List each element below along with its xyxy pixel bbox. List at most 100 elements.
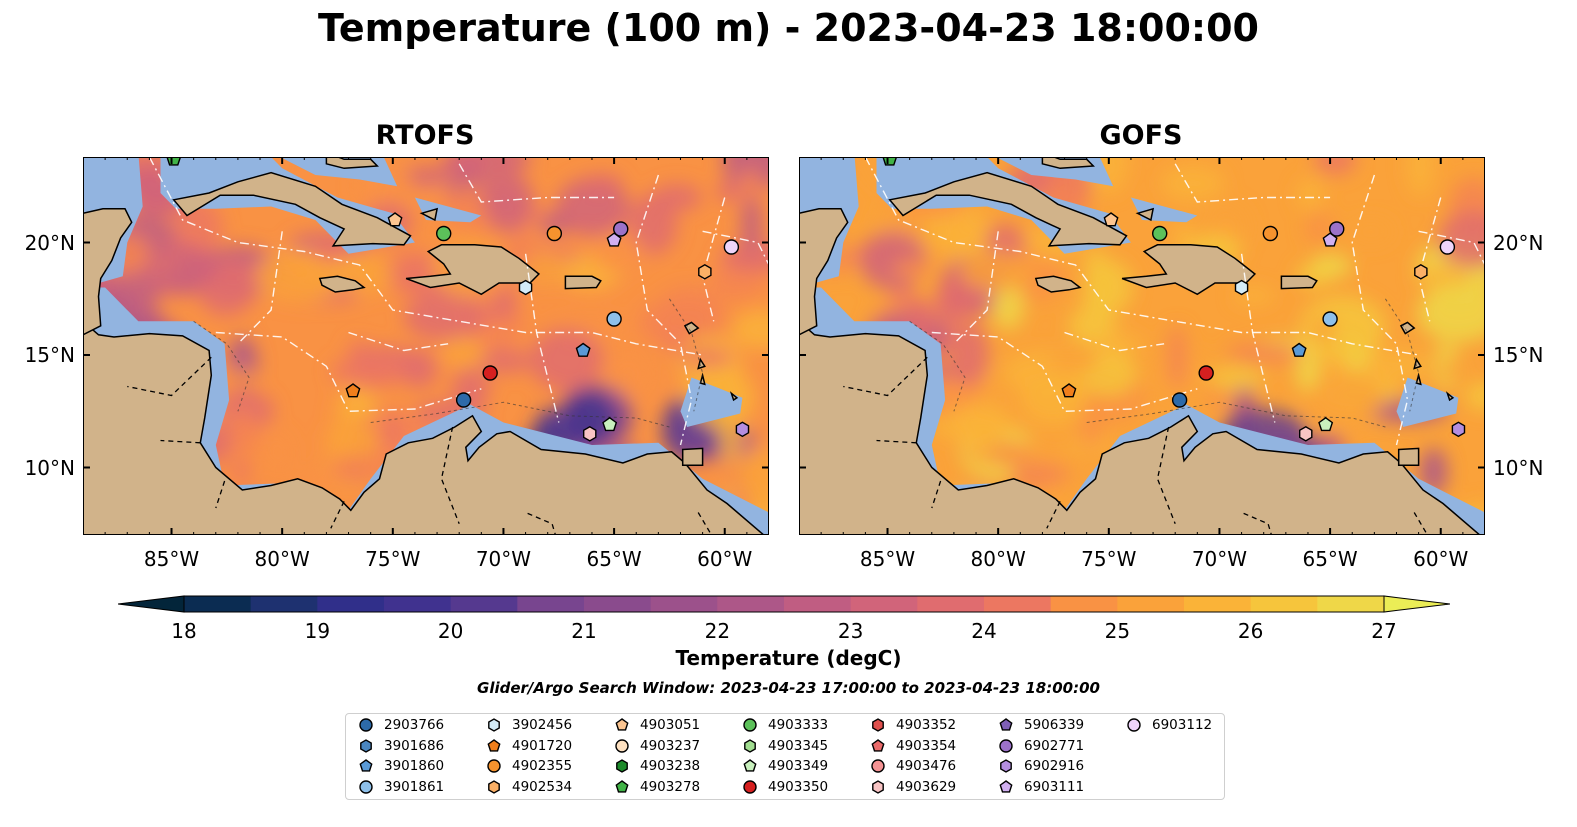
float-marker-4903350[interactable] — [1198, 365, 1214, 381]
legend-item-4903629: 4903629 — [870, 777, 956, 797]
colorbar-extend-high — [1383, 595, 1451, 613]
land-mass — [564, 275, 602, 290]
rtofs-map[interactable] — [83, 157, 769, 535]
country-border — [843, 356, 928, 397]
float-marker-4902534[interactable] — [1414, 263, 1428, 280]
legend-label: 4903238 — [640, 758, 701, 774]
legend-marker-icon[interactable] — [872, 779, 884, 794]
legend-marker-icon[interactable] — [359, 718, 373, 732]
float-marker-4902355[interactable] — [546, 225, 563, 242]
legend-item-4903352: 4903352 — [870, 715, 956, 735]
lon-tick-label: 75°W — [1081, 547, 1137, 571]
legend-label: 6903112 — [1152, 717, 1213, 733]
float-marker-4903333[interactable] — [436, 225, 452, 242]
legend-item-4903278: 4903278 — [614, 777, 700, 797]
float-marker-4901720[interactable] — [1061, 383, 1077, 398]
land-mass — [697, 357, 706, 370]
float-marker-4903349[interactable] — [1318, 416, 1334, 432]
float-marker-6903112[interactable] — [723, 239, 740, 255]
float-marker-3901861[interactable] — [1322, 311, 1338, 327]
legend-marker-icon[interactable] — [616, 759, 628, 773]
legend-marker-icon[interactable] — [359, 759, 373, 772]
lon-tick-label: 75°W — [365, 547, 421, 571]
legend-item-4903354: 4903354 — [870, 736, 956, 756]
legend-marker-icon[interactable] — [871, 738, 885, 752]
legend-item-4903345: 4903345 — [742, 736, 828, 756]
float-marker-6902771[interactable] — [613, 221, 629, 237]
float-marker-4903629[interactable] — [583, 425, 597, 442]
legend-marker-icon[interactable] — [999, 779, 1013, 793]
lon-tick-label: 70°W — [475, 547, 532, 571]
legend-marker-icon[interactable] — [999, 738, 1013, 753]
float-marker-4903278[interactable] — [882, 157, 898, 166]
float-marker-6902916[interactable] — [735, 421, 750, 438]
eez-boundary — [864, 157, 1419, 356]
legend-marker-icon[interactable] — [1127, 718, 1141, 732]
float-marker-4903629[interactable] — [1299, 425, 1313, 442]
legend-marker-icon[interactable] — [487, 738, 501, 752]
shelf-water — [1396, 377, 1459, 427]
legend-marker-icon[interactable] — [743, 718, 757, 732]
float-marker-4903350[interactable] — [482, 365, 498, 381]
float-marker-4902534[interactable] — [698, 263, 712, 280]
float-marker-3901860[interactable] — [1291, 342, 1307, 357]
float-marker-6903111[interactable] — [606, 232, 622, 247]
float-marker-4903278[interactable] — [166, 157, 182, 166]
lon-tick-label: 80°W — [970, 547, 1026, 571]
float-marker-3902456[interactable] — [1234, 279, 1249, 296]
legend-marker-icon[interactable] — [1000, 759, 1012, 773]
legend-marker-icon[interactable] — [999, 718, 1013, 731]
colorbar-bin — [584, 596, 652, 612]
float-marker-6902916[interactable] — [1451, 421, 1466, 438]
legend-marker-icon[interactable] — [744, 738, 756, 753]
colorbar-bin — [1050, 596, 1118, 612]
eez-boundary — [1240, 253, 1276, 423]
colorbar-outline — [183, 595, 1385, 613]
float-marker-3902456[interactable] — [518, 279, 533, 296]
legend-label: 4903476 — [896, 758, 957, 774]
float-marker-6903111[interactable] — [1322, 232, 1338, 247]
float-marker-3901860[interactable] — [575, 342, 591, 357]
land-mass — [1135, 207, 1155, 222]
eez-boundary — [953, 231, 999, 345]
float-marker-2903766[interactable] — [455, 392, 472, 408]
eez-boundary — [348, 331, 449, 352]
legend-marker-icon[interactable] — [871, 759, 885, 773]
legend-marker-icon[interactable] — [615, 738, 629, 753]
country-border — [931, 480, 942, 509]
legend-marker-icon[interactable] — [615, 718, 629, 731]
float-legend: 2903766 3901686 3901860 3901861 3902456 49017… — [345, 713, 1225, 800]
legend-label: 4903349 — [768, 758, 829, 774]
colorbar-label: Temperature (degC) — [675, 646, 902, 670]
float-marker-4901720[interactable] — [345, 383, 361, 398]
float-marker-4903333[interactable] — [1152, 225, 1168, 242]
float-marker-2903766[interactable] — [1171, 392, 1188, 408]
colorbar-bin — [850, 596, 918, 612]
float-marker-3901861[interactable] — [606, 311, 622, 327]
gofs-map[interactable] — [799, 157, 1485, 535]
legend-marker-icon[interactable] — [360, 738, 372, 753]
legend-marker-icon[interactable] — [488, 718, 500, 732]
legend-marker-icon[interactable] — [743, 779, 757, 794]
legend-item-4902534: 4902534 — [486, 777, 572, 797]
bathymetry-contour — [909, 320, 966, 412]
float-marker-4903349[interactable] — [602, 416, 618, 432]
float-marker-4902355[interactable] — [1262, 225, 1279, 242]
legend-marker-icon[interactable] — [487, 759, 501, 773]
legend-marker-icon[interactable] — [743, 759, 757, 772]
float-marker-6903112[interactable] — [1439, 239, 1456, 255]
float-marker-4903051[interactable] — [387, 212, 403, 227]
colorbar-tick-label: 26 — [1237, 619, 1264, 643]
bathymetry-contour — [370, 401, 670, 428]
legend-marker-icon[interactable] — [488, 779, 500, 794]
legend-marker-icon[interactable] — [359, 779, 373, 794]
legend-marker-icon[interactable] — [615, 779, 629, 793]
country-border — [215, 480, 226, 509]
land-mass — [1041, 157, 1095, 170]
colorbar-tick-label: 23 — [837, 619, 864, 643]
legend-label: 4903051 — [640, 717, 701, 733]
float-marker-4903051[interactable] — [1103, 212, 1119, 227]
float-marker-6902771[interactable] — [1329, 221, 1345, 237]
legend-marker-icon[interactable] — [872, 718, 884, 732]
colorbar-bin — [384, 596, 452, 612]
